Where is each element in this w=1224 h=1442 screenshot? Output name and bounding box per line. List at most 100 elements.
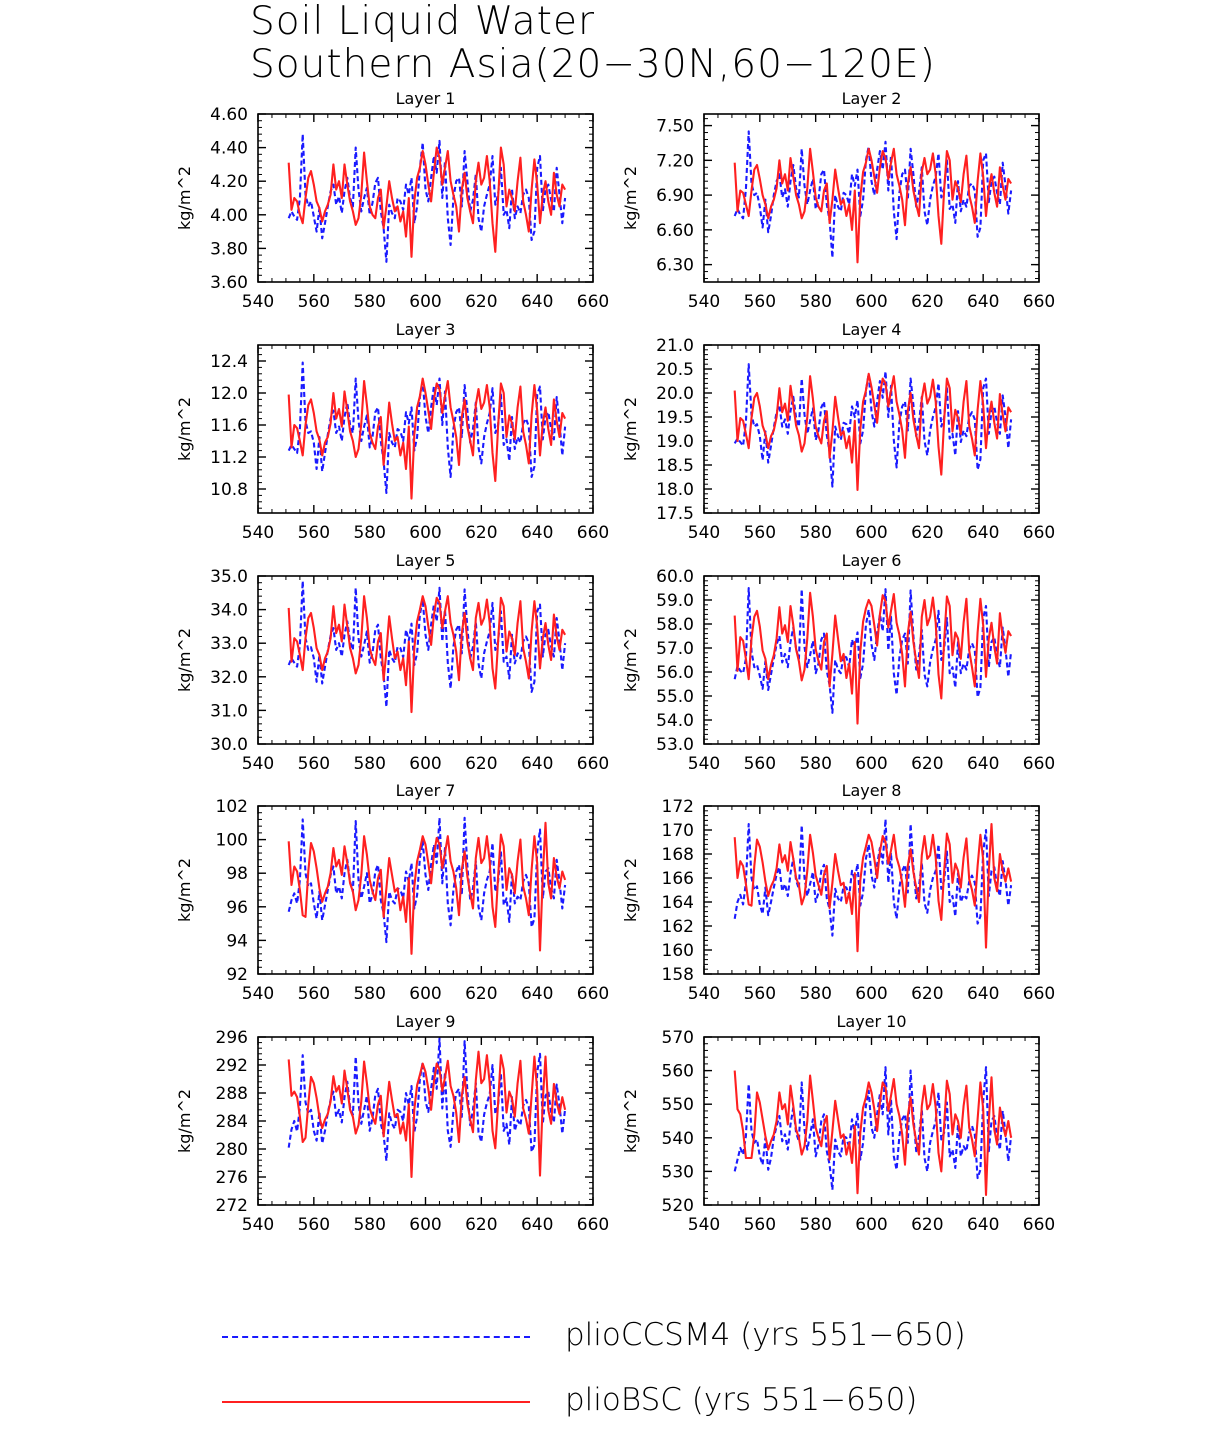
x-tick-label: 580 [353,984,385,1004]
y-tick-label: 6.30 [656,256,694,276]
y-tick-label: 96 [226,898,248,918]
y-tick-label: 32.0 [210,668,248,688]
series-line-pliobsc [287,146,567,258]
x-tick-label: 660 [577,523,609,543]
y-tick-label: 54.0 [656,711,694,731]
y-tick-label: 164 [662,893,694,913]
x-tick-label: 540 [688,754,720,774]
y-tick-label: 12.0 [210,384,248,404]
x-tick-label: 660 [1023,1215,1055,1235]
series-line-plioccsm4 [287,1037,567,1162]
series-line-pliobsc [287,821,567,955]
x-tick-label: 540 [242,754,274,774]
y-tick-label: 160 [662,941,694,961]
panel-layer-3: Layer 3 540 560 580 600 620 640 660 10.8 11.2 11.6… [175,320,609,543]
panel-layer-8: Layer 8 540 560 580 600 620 640 660 158 160 162 164… [621,781,1055,1004]
y-tick-label: 292 [216,1056,248,1076]
y-tick-label: 3.60 [210,273,248,293]
x-tick-label: 640 [967,984,999,1004]
y-tick-label: 19.0 [656,432,694,452]
series-line-plioccsm4 [733,818,1013,937]
x-tick-label: 540 [242,984,274,1004]
x-tick-label: 600 [409,984,441,1004]
x-tick-label: 620 [465,1215,497,1235]
series-line-pliobsc [733,372,1013,492]
plot-frame [257,113,594,283]
panel-layer-1: Layer 1 540 560 580 600 620 640 660 3.60 3.80 4.00… [175,89,609,312]
x-tick-label: 600 [409,754,441,774]
series-line-pliobsc [733,1070,1013,1196]
x-tick-label: 540 [242,292,274,312]
x-tick-label: 640 [521,292,553,312]
y-tick-label: 31.0 [210,701,248,721]
y-tick-label: 560 [662,1062,694,1082]
x-tick-label: 600 [855,754,887,774]
y-tick-label: 4.00 [210,206,248,226]
y-tick-label: 94 [226,931,248,951]
panel-layer-2: Layer 2 540 560 580 600 620 640 660 6.30 6.60 6.90… [621,89,1055,312]
panel-title: Layer 10 [836,1012,906,1031]
y-tick-label: 57.0 [656,639,694,659]
series-line-plioccsm4 [733,1066,1013,1191]
series-line-plioccsm4 [733,586,1013,714]
y-tick-label: 55.0 [656,687,694,707]
y-axis-label: kg/m^2 [621,858,640,922]
panel-title: Layer 4 [842,320,902,339]
x-tick-label: 580 [353,292,385,312]
x-tick-label: 540 [242,1215,274,1235]
x-tick-label: 600 [855,1215,887,1235]
panel-title: Layer 1 [396,89,456,108]
plot-frame [257,1036,594,1206]
series-line-pliobsc [287,377,567,500]
x-tick-label: 580 [799,523,831,543]
x-tick-label: 540 [688,984,720,1004]
plot-frame [257,344,594,514]
y-tick-label: 60.0 [656,567,694,587]
x-tick-label: 660 [577,292,609,312]
figure-title-line-2: Southern Asia(20−30N,60−120E) [250,42,936,87]
y-tick-label: 100 [216,831,248,851]
plot-frame [703,113,1040,283]
legend-line-ccsm4 [222,1336,530,1338]
x-tick-label: 620 [465,754,497,774]
series-line-plioccsm4 [287,816,567,944]
panel-title: Layer 6 [842,551,902,570]
y-tick-label: 276 [216,1168,248,1188]
x-tick-label: 540 [688,1215,720,1235]
y-tick-label: 296 [216,1028,248,1048]
x-tick-label: 560 [298,523,330,543]
plot-frame [703,344,1040,514]
y-tick-label: 7.20 [656,151,694,171]
y-axis-label: kg/m^2 [621,628,640,692]
x-tick-label: 600 [409,1215,441,1235]
panel-layer-10: Layer 10 540 560 580 600 620 640 660 520 530 540 55… [621,1012,1055,1235]
x-tick-label: 660 [1023,523,1055,543]
y-axis-label: kg/m^2 [175,397,194,461]
plot-frame [703,1036,1040,1206]
y-tick-label: 33.0 [210,634,248,654]
x-tick-label: 600 [409,292,441,312]
x-tick-label: 640 [521,754,553,774]
x-tick-label: 580 [799,292,831,312]
x-tick-label: 540 [688,292,720,312]
x-tick-label: 660 [1023,292,1055,312]
y-tick-label: 6.60 [656,221,694,241]
x-tick-label: 560 [744,984,776,1004]
panel-layer-5: Layer 5 540 560 580 600 620 640 660 30.0 31.0 32.0… [175,551,609,774]
y-axis-label: kg/m^2 [175,1089,194,1153]
panel-title: Layer 7 [396,781,456,800]
x-tick-label: 600 [409,523,441,543]
y-tick-label: 4.20 [210,172,248,192]
x-tick-label: 620 [911,292,943,312]
legend-label-ccsm4: plioCCSM4 (yrs 551−650) [565,1317,966,1353]
panel-layer-6: Layer 6 540 560 580 600 620 640 660 53.0 54.0 55.0… [621,551,1055,774]
x-tick-label: 600 [855,523,887,543]
y-tick-label: 58.0 [656,615,694,635]
x-tick-label: 600 [855,984,887,1004]
y-tick-label: 11.6 [210,416,248,436]
y-tick-label: 19.5 [656,408,694,428]
y-tick-label: 35.0 [210,567,248,587]
y-tick-label: 102 [216,797,248,817]
y-tick-label: 172 [662,797,694,817]
y-tick-label: 98 [226,864,248,884]
